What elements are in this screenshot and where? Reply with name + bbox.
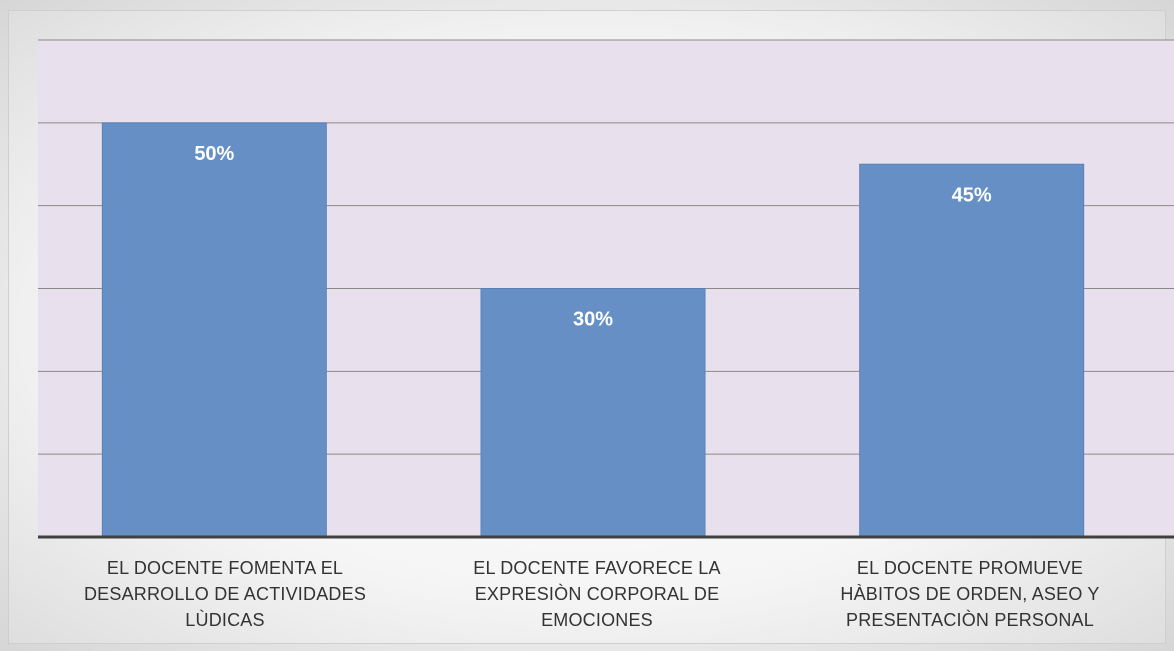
data-label-1: 50% bbox=[194, 143, 234, 165]
data-label-2: 30% bbox=[573, 309, 613, 331]
bar-3 bbox=[859, 163, 1085, 538]
category-label-1: EL DOCENTE FOMENTA EL DESARROLLO DE ACTI… bbox=[83, 558, 367, 630]
data-labels: 50% 30% 45% bbox=[194, 143, 992, 331]
category-label-2: EL DOCENTE FAVORECE LA EXPRESIÒN CORPORA… bbox=[473, 558, 721, 630]
data-label-3: 45% bbox=[952, 184, 992, 206]
category-label-3: EL DOCENTE PROMUEVE HÀBITOS DE ORDEN, AS… bbox=[840, 558, 1100, 630]
bar-1 bbox=[101, 122, 327, 538]
bars bbox=[101, 122, 1085, 538]
